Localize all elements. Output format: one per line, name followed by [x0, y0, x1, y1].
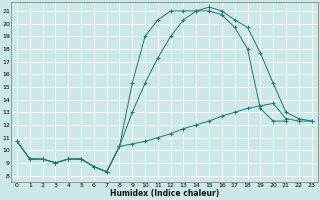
X-axis label: Humidex (Indice chaleur): Humidex (Indice chaleur)	[110, 189, 219, 198]
